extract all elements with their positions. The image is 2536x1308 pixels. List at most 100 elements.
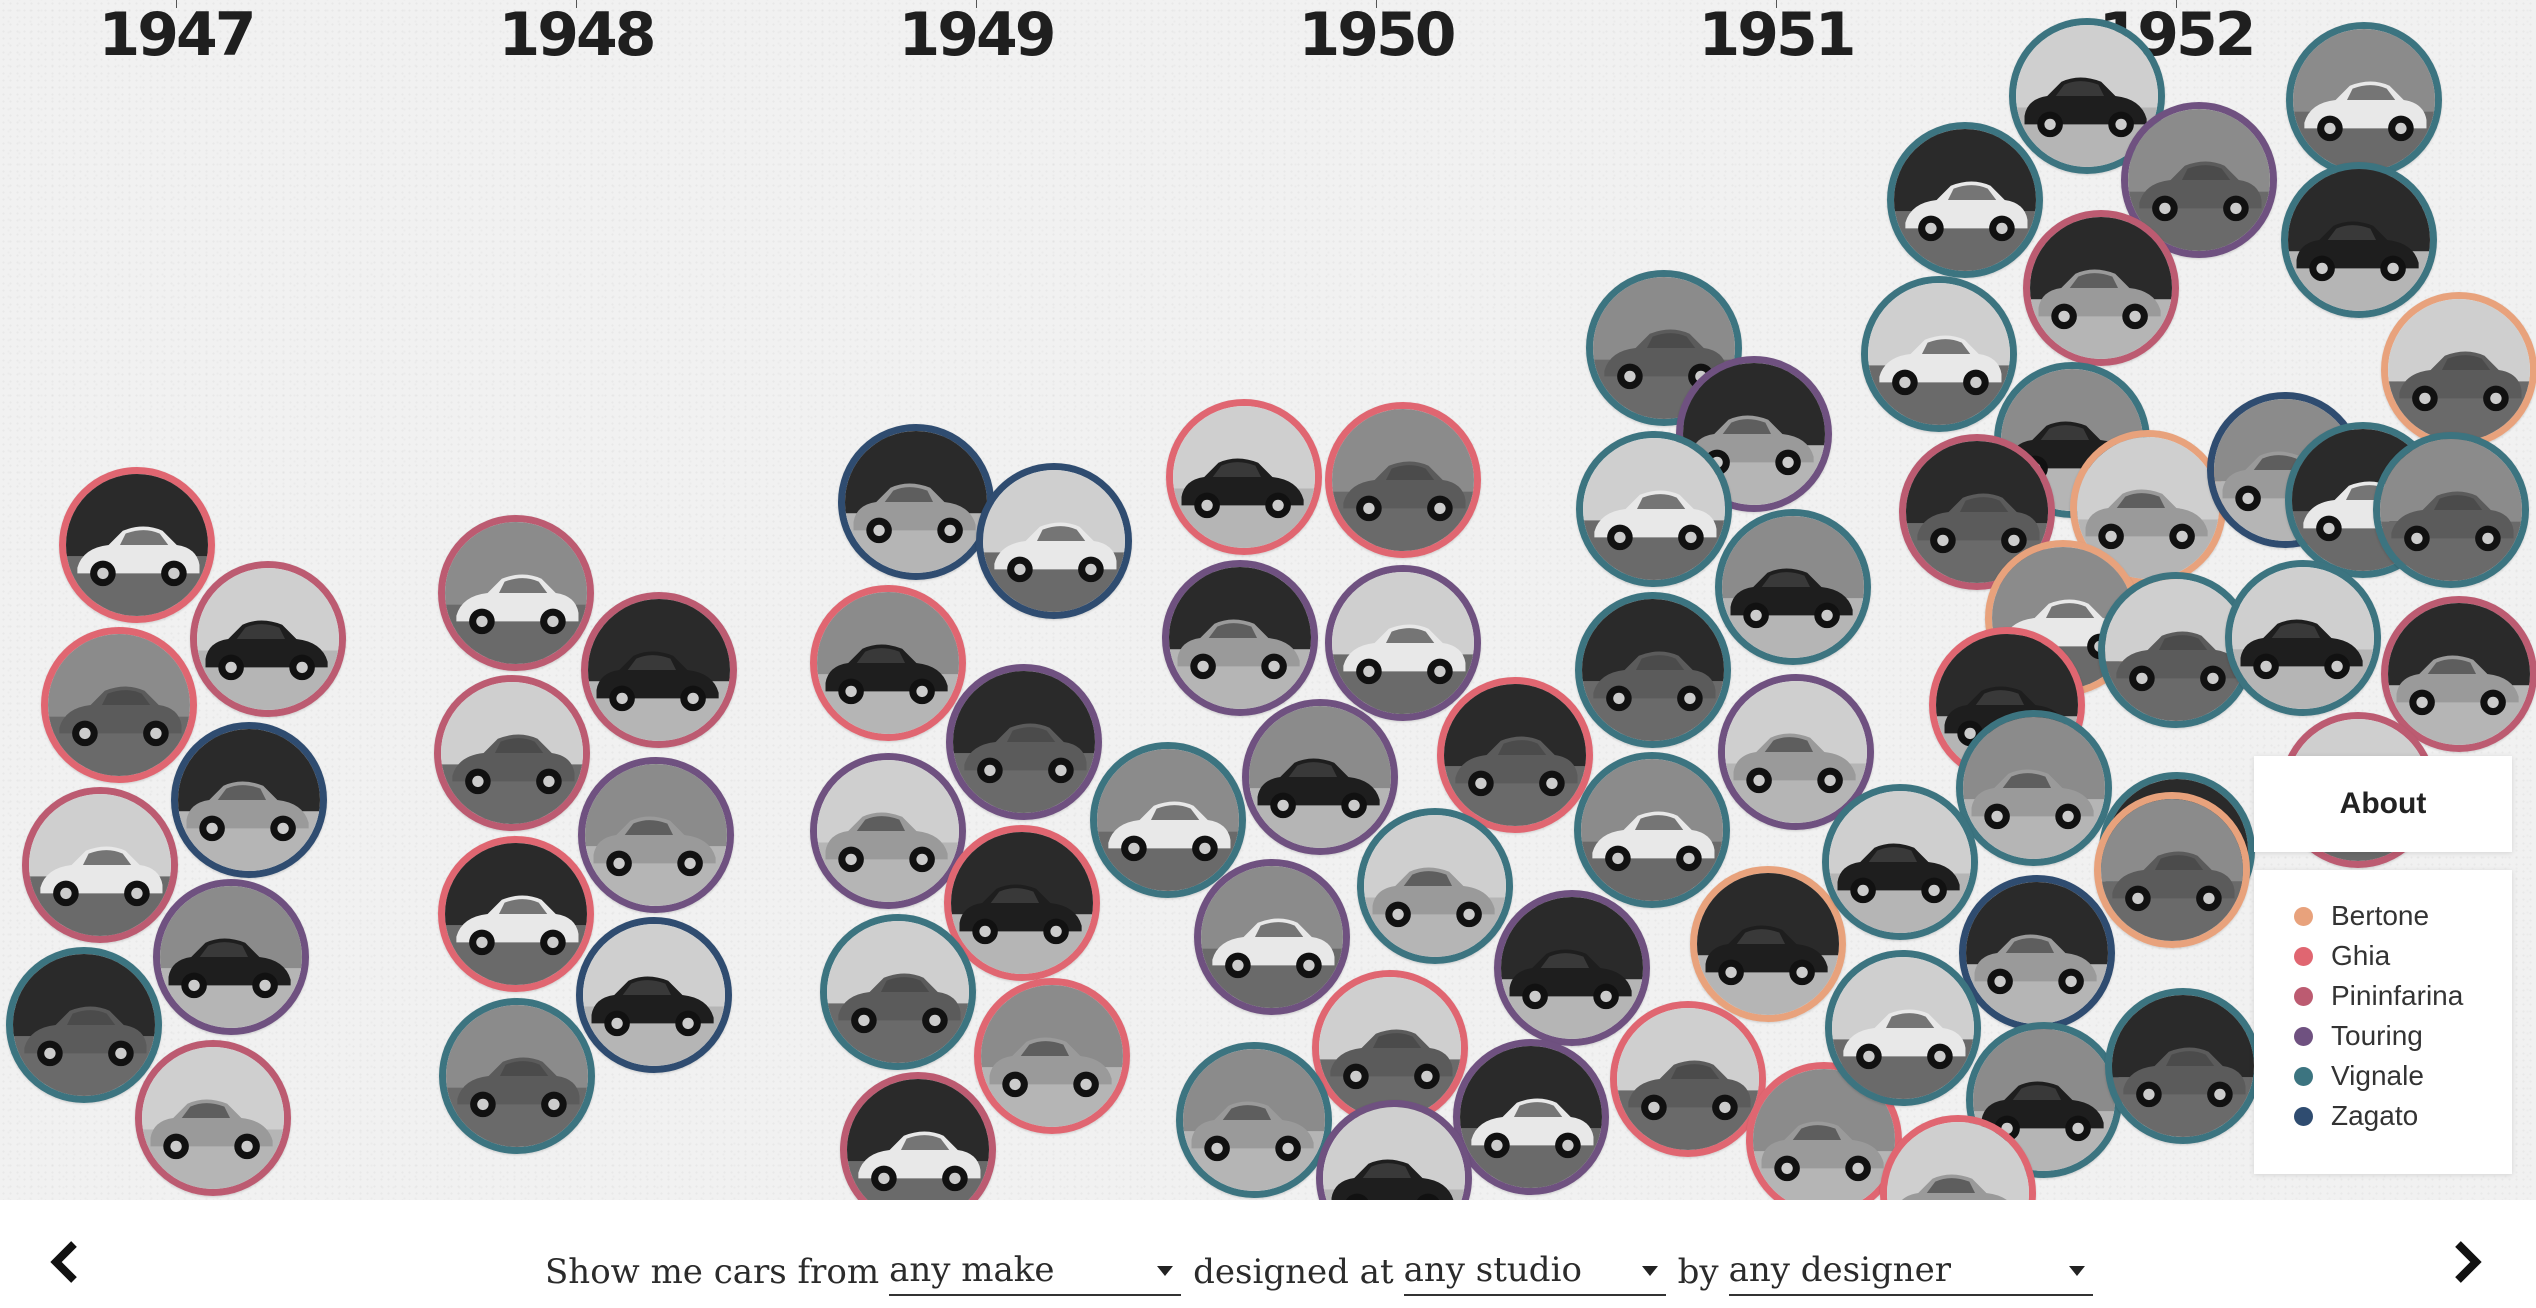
legend-label: Bertone <box>2331 900 2430 931</box>
car-photo-bubble[interactable] <box>153 879 309 1035</box>
studio-dropdown-caret-icon <box>1641 1266 1658 1276</box>
car-photo-bubble[interactable] <box>2023 210 2179 366</box>
car-photo-bubble[interactable] <box>438 836 594 992</box>
car-photo-bubble[interactable] <box>1825 950 1981 1106</box>
car-photo-bubble[interactable] <box>22 787 178 943</box>
car-photo-bubble[interactable] <box>1166 399 1322 555</box>
make-dropdown-caret-icon <box>1157 1266 1174 1276</box>
chevron-right-icon <box>2455 1241 2482 1283</box>
car-photo-bubble[interactable] <box>2094 792 2250 948</box>
legend-color-dot <box>2294 1066 2313 1086</box>
car-photo-bubble[interactable] <box>6 947 162 1103</box>
car-photo-bubble[interactable] <box>1959 875 2115 1031</box>
previous-years-button[interactable] <box>48 1240 84 1284</box>
legend-label: Zagato <box>2331 1100 2419 1131</box>
designer-select[interactable]: any designer <box>1728 1250 2093 1296</box>
filter-by-text: by <box>1677 1252 1719 1292</box>
car-photo-bubble[interactable] <box>1575 592 1731 748</box>
legend-item-zagato[interactable]: Zagato <box>2294 1096 2512 1136</box>
legend-label: Ghia <box>2331 940 2391 971</box>
studio-legend: Bertone Ghia Pininfarina Touring Vignale Zaga… <box>2254 870 2512 1174</box>
car-photo-bubble[interactable] <box>439 998 595 1154</box>
about-button[interactable]: About <box>2254 756 2512 852</box>
chevron-left-icon <box>50 1241 77 1283</box>
next-years-button[interactable] <box>2448 1240 2484 1284</box>
car-photo-bubble[interactable] <box>810 585 966 741</box>
car-photo-bubble[interactable] <box>190 561 346 717</box>
car-photo-bubble[interactable] <box>1956 710 2112 866</box>
car-photo-bubble[interactable] <box>1090 742 1246 898</box>
car-photo-bubble[interactable] <box>2009 18 2165 174</box>
car-photo-bubble[interactable] <box>1576 431 1732 587</box>
car-photo-bubble[interactable] <box>1437 677 1593 833</box>
legend-color-dot <box>2294 1026 2313 1046</box>
car-photo-bubble[interactable] <box>135 1040 291 1196</box>
car-photo-bubble[interactable] <box>581 592 737 748</box>
legend-label: Vignale <box>2331 1060 2424 1091</box>
car-photo-bubble[interactable] <box>2105 988 2261 1144</box>
legend-item-touring[interactable]: Touring <box>2294 1016 2512 1056</box>
legend-color-dot <box>2294 986 2313 1006</box>
car-photo-bubble[interactable] <box>576 917 732 1073</box>
year-tick <box>576 0 577 8</box>
car-photo-bubble[interactable] <box>1690 866 1846 1022</box>
car-photo-bubble[interactable] <box>810 753 966 909</box>
legend-color-dot <box>2294 946 2313 966</box>
car-photo-bubble[interactable] <box>2281 162 2437 318</box>
car-photo-bubble[interactable] <box>1718 674 1874 830</box>
car-photo-bubble[interactable] <box>1242 699 1398 855</box>
car-photo-bubble[interactable] <box>820 914 976 1070</box>
car-photo-bubble[interactable] <box>1325 565 1481 721</box>
car-photo-bubble[interactable] <box>1312 970 1468 1126</box>
year-tick <box>1376 0 1377 8</box>
year-label: 1947 <box>98 0 257 70</box>
car-photo-bubble[interactable] <box>1357 808 1513 964</box>
car-photo-bubble[interactable] <box>1453 1039 1609 1195</box>
legend-item-vignale[interactable]: Vignale <box>2294 1056 2512 1096</box>
car-photo-bubble[interactable] <box>838 424 994 580</box>
legend-item-pininfarina[interactable]: Pininfarina <box>2294 976 2512 1016</box>
make-select-value: any make <box>889 1250 1055 1290</box>
car-photo-bubble[interactable] <box>1715 509 1871 665</box>
make-select[interactable]: any make <box>889 1250 1182 1296</box>
timeline-stage: 1947 1948 1949 1950 1951 1952 <box>6 0 2536 1200</box>
designer-select-value: any designer <box>1728 1250 1952 1290</box>
year-label: 1949 <box>898 0 1057 70</box>
legend-item-bertone[interactable]: Bertone <box>2294 896 2512 936</box>
car-photo-bubble[interactable] <box>1316 1100 1472 1200</box>
year-label: 1951 <box>1698 0 1857 70</box>
car-photo-bubble[interactable] <box>840 1072 996 1200</box>
car-photo-bubble[interactable] <box>1861 276 2017 432</box>
car-photo-bubble[interactable] <box>1880 1115 2036 1200</box>
car-photo-bubble[interactable] <box>2286 22 2442 178</box>
year-tick <box>976 0 977 8</box>
car-photo-bubble[interactable] <box>1822 784 1978 940</box>
car-photo-bubble[interactable] <box>41 627 197 783</box>
car-photo-bubble[interactable] <box>578 757 734 913</box>
car-photo-bubble[interactable] <box>1162 560 1318 716</box>
year-label: 1948 <box>498 0 657 70</box>
legend-item-ghia[interactable]: Ghia <box>2294 936 2512 976</box>
car-photo-bubble[interactable] <box>2225 560 2381 716</box>
car-photo-bubble[interactable] <box>59 467 215 623</box>
car-photo-bubble[interactable] <box>438 515 594 671</box>
car-photo-bubble[interactable] <box>2381 596 2536 752</box>
car-photo-bubble[interactable] <box>1574 752 1730 908</box>
car-photo-bubble[interactable] <box>171 722 327 878</box>
filter-prefix-text: Show me cars from <box>545 1252 880 1292</box>
car-photo-bubble[interactable] <box>946 664 1102 820</box>
car-photo-bubble[interactable] <box>2381 292 2536 448</box>
car-photo-bubble[interactable] <box>1176 1042 1332 1198</box>
car-photo-bubble[interactable] <box>1610 1001 1766 1157</box>
car-photo-bubble[interactable] <box>2373 432 2529 588</box>
year-tick <box>2176 0 2177 8</box>
car-photo-bubble[interactable] <box>976 463 1132 619</box>
car-photo-bubble[interactable] <box>2121 102 2277 258</box>
bottom-filter-bar <box>0 1200 2536 1308</box>
car-photo-bubble[interactable] <box>974 978 1130 1134</box>
car-photo-bubble[interactable] <box>1887 122 2043 278</box>
car-photo-bubble[interactable] <box>434 675 590 831</box>
car-photo-bubble[interactable] <box>1325 402 1481 558</box>
studio-select[interactable]: any studio <box>1403 1250 1666 1296</box>
car-photo-bubble[interactable] <box>944 825 1100 981</box>
